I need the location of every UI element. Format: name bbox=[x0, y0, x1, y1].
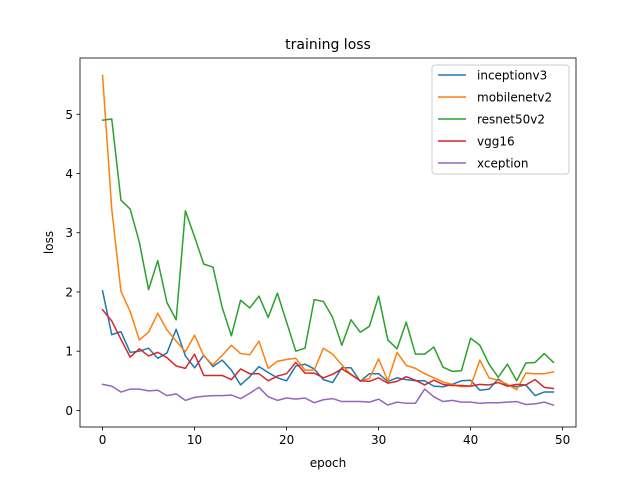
y-tick-label: 3 bbox=[65, 226, 73, 240]
y-axis-label: loss bbox=[42, 231, 56, 254]
series-line-xception bbox=[101, 383, 555, 407]
series-line-vgg16 bbox=[101, 308, 555, 390]
plot-frame bbox=[79, 57, 577, 428]
y-tick-label: 0 bbox=[65, 404, 73, 418]
x-tick-label: 50 bbox=[555, 433, 570, 447]
legend: inceptionv3 mobilenetv2 resnet50v2 vgg16 xce… bbox=[431, 64, 570, 175]
y-tick-label: 4 bbox=[65, 167, 73, 181]
chart-title: training loss bbox=[285, 37, 371, 53]
series-line-mobilenetv2 bbox=[101, 74, 555, 391]
legend-box bbox=[431, 64, 570, 175]
series-line-resnet50v2 bbox=[101, 118, 555, 382]
y-tick-label: 1 bbox=[65, 345, 73, 359]
x-tick-label: 20 bbox=[279, 433, 294, 447]
y-tick-label: 5 bbox=[65, 108, 73, 122]
x-tick-label: 30 bbox=[371, 433, 386, 447]
x-tick-label: 40 bbox=[463, 433, 478, 447]
legend-label-mobilenetv2: mobilenetv2 bbox=[477, 91, 552, 105]
series-lines bbox=[101, 74, 555, 407]
y-axis-ticks: 0 1 2 3 4 5 bbox=[65, 108, 80, 418]
x-tick-label: 10 bbox=[187, 433, 202, 447]
y-tick-label: 2 bbox=[65, 285, 73, 299]
series-line-inceptionv3 bbox=[101, 289, 555, 397]
legend-label-inceptionv3: inceptionv3 bbox=[477, 69, 547, 83]
legend-label-xception: xception bbox=[477, 157, 528, 171]
legend-label-vgg16: vgg16 bbox=[477, 135, 515, 149]
x-axis-ticks: 0 10 20 30 40 50 bbox=[99, 427, 570, 447]
legend-label-resnet50v2: resnet50v2 bbox=[477, 113, 545, 127]
x-axis-label: epoch bbox=[310, 456, 347, 470]
x-tick-label: 0 bbox=[99, 433, 107, 447]
